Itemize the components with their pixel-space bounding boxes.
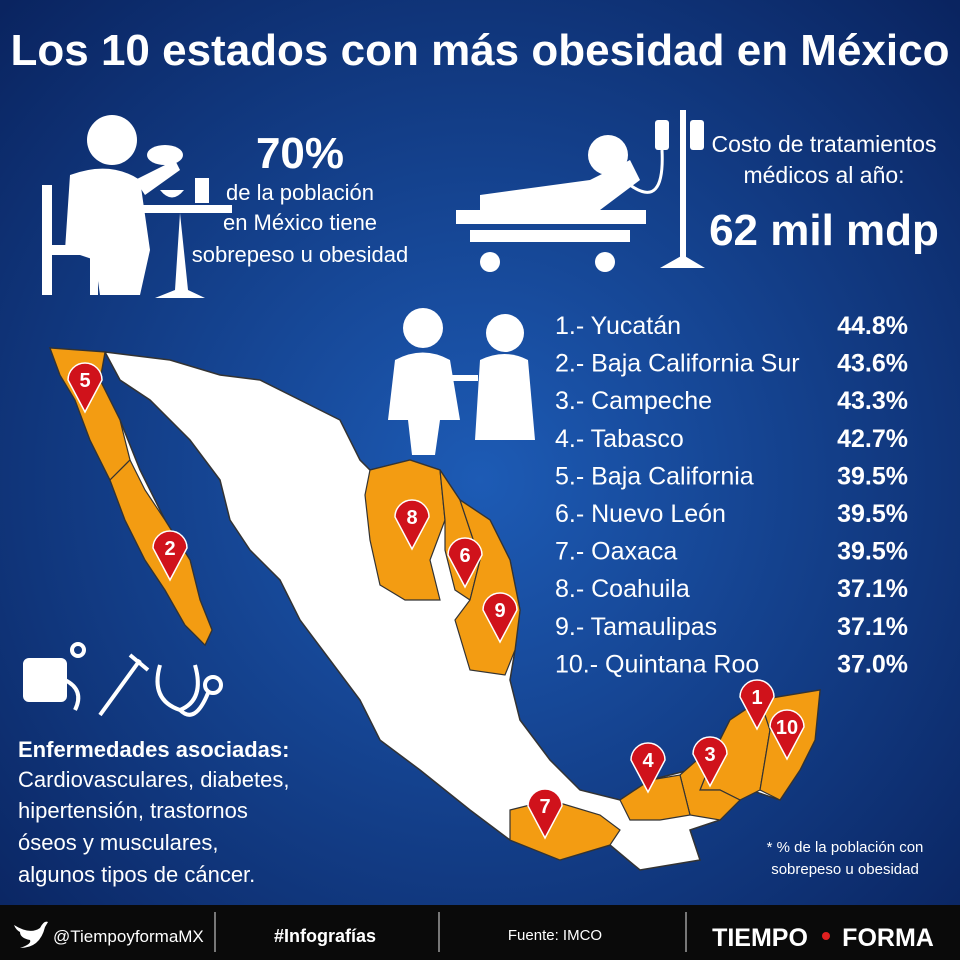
divider (438, 912, 440, 952)
diseases-text: óseos y musculares, (18, 830, 219, 855)
diseases-title: Enfermedades asociadas: (18, 737, 289, 762)
pin-label: 6 (459, 545, 470, 567)
ranking-label: 7.- Oaxaca (555, 538, 677, 566)
ranking-label: 10.- Quintana Roo (555, 650, 759, 678)
ranking-label: 1.- Yucatán (555, 312, 681, 340)
ranking-value: 43.6% (837, 350, 908, 378)
title: Los 10 estados con más obesidad en Méxic… (11, 26, 950, 75)
diseases-text: Cardiovasculares, diabetes, (18, 767, 289, 792)
pin-label: 9 (494, 600, 505, 622)
ranking-value: 43.3% (837, 387, 908, 415)
ranking-value: 42.7% (837, 425, 908, 453)
footer-hashtag: #Infografías (274, 926, 376, 946)
footer-source: Fuente: IMCO (508, 927, 602, 944)
pin-label: 3 (704, 744, 715, 766)
couple-icon (388, 308, 535, 455)
ranking-label: 6.- Nuevo León (555, 500, 726, 528)
map-pin (482, 592, 518, 644)
ranking-label: 9.- Tamaulipas (555, 613, 717, 641)
pin-label: 4 (642, 750, 654, 772)
pin-label: 2 (164, 538, 175, 560)
ranking-label: 2.- Baja California Sur (555, 350, 800, 378)
population-text: en México tiene (223, 210, 377, 235)
pin-label: 7 (539, 796, 550, 818)
population-stat: 70% (256, 129, 344, 178)
brand: TIEMPO (712, 924, 808, 952)
map-pin (630, 742, 666, 794)
pin-label: 10 (776, 717, 798, 739)
divider (214, 912, 216, 952)
medical-icons (23, 642, 223, 717)
ranking-value: 37.1% (837, 613, 908, 641)
footnote: * % de la población con (767, 839, 924, 856)
map-pin (692, 736, 728, 788)
map-pin (739, 679, 775, 731)
ranking-value: 39.5% (837, 462, 908, 490)
footer-bar (0, 905, 960, 960)
ranking-label: 5.- Baja California (555, 462, 754, 490)
map-pin (152, 530, 188, 582)
map-pin (447, 537, 483, 589)
cost-text: médicos al año: (743, 162, 904, 188)
ranking-label: 8.- Coahuila (555, 575, 690, 603)
pin-label: 1 (751, 687, 762, 709)
map-pin (67, 362, 103, 414)
brand-dot (822, 932, 830, 940)
footnote: sobrepeso u obesidad (771, 861, 919, 878)
diseases-text: hipertensión, trastornos (18, 798, 248, 823)
ranking-value: 37.0% (837, 650, 908, 678)
footer-handle: @TiempoyformaMX (53, 927, 204, 946)
ranking-value: 39.5% (837, 538, 908, 566)
cost-stat: 62 mil mdp (709, 206, 939, 255)
population-text: sobrepeso u obesidad (192, 242, 409, 267)
ranking-label: 3.- Campeche (555, 387, 712, 415)
ranking-value: 44.8% (837, 312, 908, 340)
eating-icon (42, 115, 232, 298)
brand: FORMA (842, 924, 934, 952)
hospital-icon (456, 110, 705, 272)
map-pin (527, 788, 563, 840)
twitter-icon (14, 921, 48, 948)
diseases-text: algunos tipos de cáncer. (18, 862, 255, 887)
map-pin (769, 709, 805, 761)
ranking-label: 4.- Tabasco (555, 425, 684, 453)
pin-label: 5 (79, 370, 90, 392)
pin-label: 8 (406, 507, 417, 529)
ranking-value: 37.1% (837, 575, 908, 603)
population-text: de la población (226, 180, 374, 205)
divider (685, 912, 687, 952)
ranking-value: 39.5% (837, 500, 908, 528)
map-pin (394, 499, 430, 551)
cost-text: Costo de tratamientos (711, 131, 936, 157)
